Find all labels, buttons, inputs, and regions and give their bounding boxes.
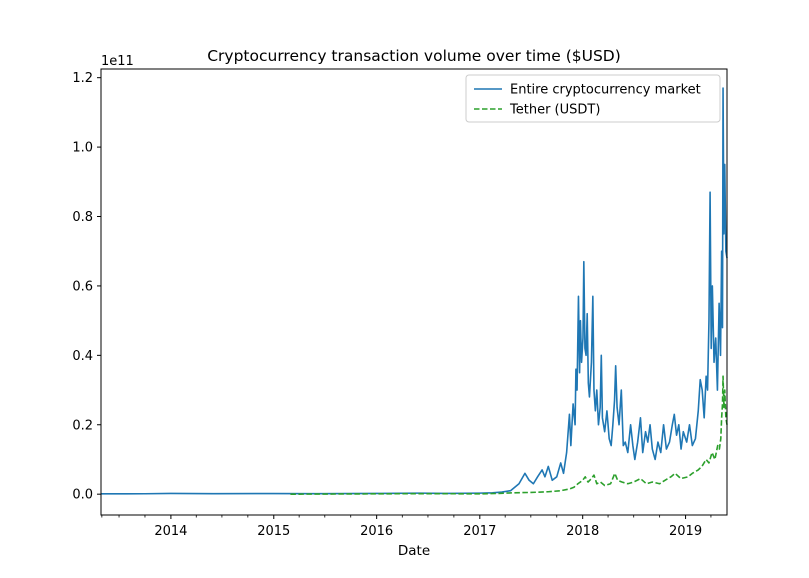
plot-area: [100, 87, 728, 495]
x-tick-label: 2017: [463, 524, 496, 539]
x-axis-label: Date: [398, 543, 430, 559]
y-axis: 0.0 0.2 0.4 0.6 0.8 1.0 1.2: [72, 71, 101, 503]
legend: Entire cryptocurrency market Tether (USDT…: [465, 74, 721, 123]
x-tick-label: 2016: [360, 524, 393, 539]
x-tick-label: 2015: [257, 524, 290, 539]
series-line-2: [290, 375, 728, 495]
chart-title: Cryptocurrency transaction volume over t…: [207, 47, 621, 65]
y-tick-label: 0.8: [72, 210, 93, 225]
x-tick-label: 2019: [669, 524, 702, 539]
y-tick-label: 1.2: [72, 71, 93, 86]
legend-label-1: Entire cryptocurrency market: [510, 83, 701, 98]
plot-frame: [100, 68, 728, 516]
y-tick-label: 0.2: [72, 418, 93, 433]
y-tick-label: 0.4: [72, 349, 93, 364]
legend-box: [465, 74, 721, 123]
legend-label-2: Tether (USDT): [509, 103, 600, 118]
y-offset-label: 1e11: [101, 54, 134, 69]
x-tick-label: 2018: [566, 524, 599, 539]
x-tick-label: 2014: [154, 524, 187, 539]
series-line-1: [100, 87, 728, 495]
y-tick-label: 0.6: [72, 279, 93, 294]
x-axis: 2014 2015 2016 2017 2018 2019: [101, 515, 712, 539]
y-tick-label: 0.0: [72, 488, 93, 503]
y-tick-label: 1.0: [72, 141, 93, 156]
